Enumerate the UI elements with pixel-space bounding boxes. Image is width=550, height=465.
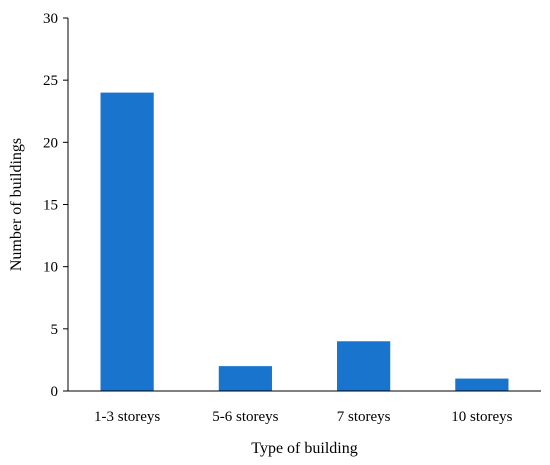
- y-tick-label: 30: [43, 11, 58, 27]
- x-axis-ticks: 1-3 storeys 5-6 storeys 7 storeys 10 storey…: [94, 409, 513, 425]
- bar: [455, 378, 509, 391]
- bars-group: [100, 92, 509, 391]
- y-tick-label: 20: [43, 135, 58, 151]
- y-axis-ticks: 0 5 10 15 20 25 30: [43, 11, 68, 400]
- x-axis-title: Type of building: [251, 440, 357, 457]
- x-tick-label: 7 storeys: [337, 409, 391, 425]
- y-tick-label: 15: [43, 198, 58, 214]
- y-axis-title: Number of buildings: [8, 138, 25, 271]
- y-tick-label: 10: [43, 260, 58, 276]
- bar: [218, 366, 272, 391]
- bar: [100, 92, 154, 391]
- y-tick-label: 25: [43, 73, 58, 89]
- x-tick-label: 10 storeys: [451, 409, 512, 425]
- y-tick-label: 5: [51, 322, 59, 338]
- bar: [337, 341, 391, 391]
- y-tick-label: 0: [51, 384, 59, 400]
- x-tick-label: 5-6 storeys: [212, 409, 278, 425]
- x-tick-label: 1-3 storeys: [94, 409, 160, 425]
